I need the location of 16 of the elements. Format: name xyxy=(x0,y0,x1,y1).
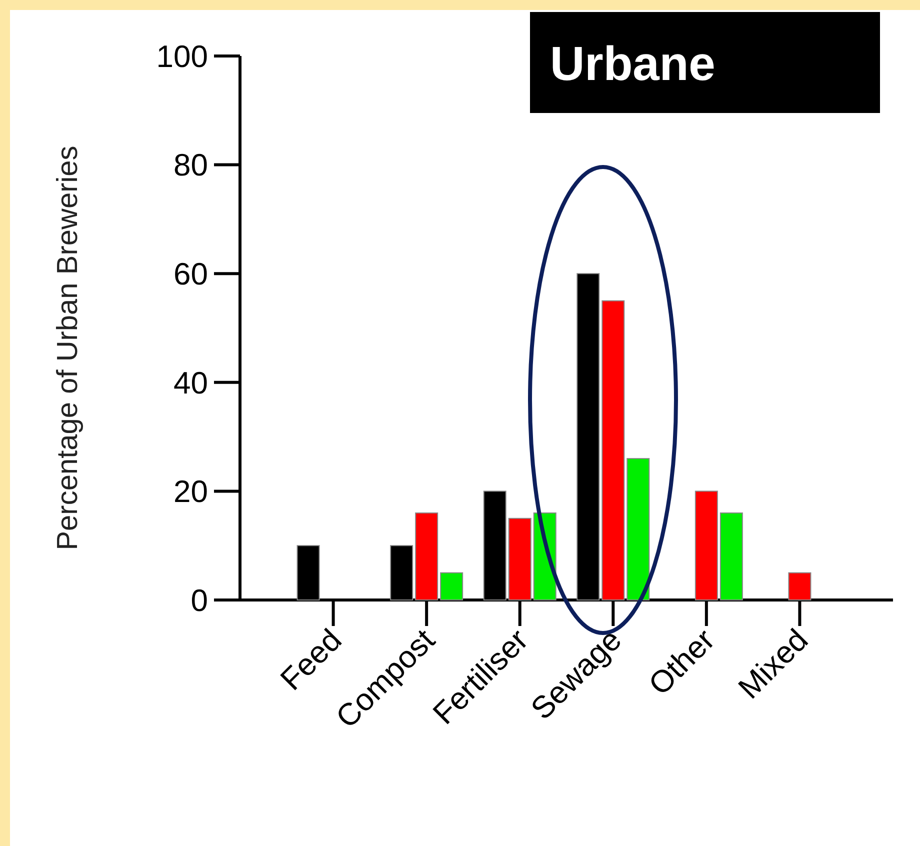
chart-title: Urbane xyxy=(550,38,716,91)
bar xyxy=(602,300,625,600)
y-tick-label: 20 xyxy=(174,474,208,510)
bar xyxy=(694,490,718,600)
y-axis-title: Percentage of Urban Breweries xyxy=(52,146,84,550)
bar xyxy=(788,572,812,600)
bar xyxy=(415,512,438,600)
y-tick-label: 80 xyxy=(174,148,208,183)
bar xyxy=(626,458,650,600)
bar xyxy=(508,518,532,600)
bar xyxy=(720,512,743,600)
y-tick-label: 100 xyxy=(156,38,208,74)
y-tick-label: 60 xyxy=(174,256,208,292)
y-tick-label: 0 xyxy=(190,582,208,618)
y-tick-label: 40 xyxy=(174,365,208,400)
bar xyxy=(440,572,464,600)
